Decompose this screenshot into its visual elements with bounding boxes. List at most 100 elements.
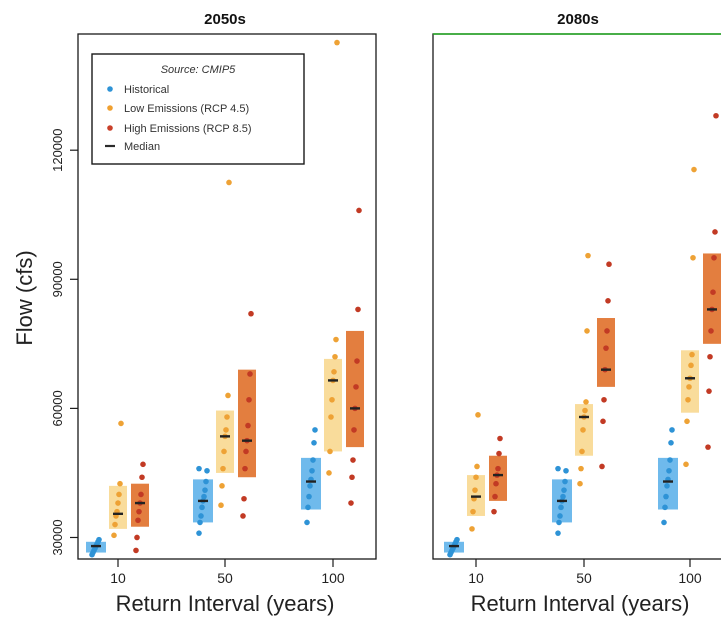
low-emissions-point	[329, 396, 335, 403]
high-emissions-point	[135, 517, 141, 524]
low-emissions-box	[216, 410, 234, 473]
low-emissions-point	[116, 491, 122, 498]
high-emissions-point	[707, 353, 713, 360]
low-emissions-point	[583, 399, 589, 405]
low-emissions-point	[472, 487, 478, 493]
high-emissions-point	[492, 493, 498, 500]
historical-point	[555, 465, 561, 472]
low-emissions-point	[689, 351, 695, 358]
y-axis: 30000 60000 90000 120000	[50, 128, 78, 556]
low-emissions-point	[686, 384, 692, 390]
historical-point	[309, 467, 315, 474]
low-emissions-point	[474, 463, 480, 470]
historical-point	[454, 536, 460, 543]
high-emissions-point	[245, 422, 251, 429]
low-emissions-point	[470, 508, 476, 515]
high-emissions-point	[600, 418, 606, 425]
low-emissions-point	[221, 448, 227, 455]
high-emissions-point	[497, 435, 503, 442]
historical-point	[662, 504, 668, 511]
high-emissions-point	[706, 388, 712, 394]
high-emissions-point	[355, 306, 361, 313]
plot-frame	[77, 33, 377, 560]
low-emissions-point	[111, 532, 117, 539]
low-emissions-point	[219, 483, 225, 489]
high-emissions-point	[606, 261, 612, 268]
low-emissions-point	[582, 407, 588, 414]
high-emissions-point	[710, 289, 716, 295]
historical-point	[96, 536, 102, 543]
high-emissions-point	[496, 450, 502, 457]
low-emissions-point	[218, 502, 224, 509]
low-emissions-point	[332, 353, 338, 360]
historical-point	[561, 487, 567, 493]
legend-marker-high-emissions	[107, 125, 113, 131]
low-emissions-point	[223, 427, 229, 433]
low-emissions-point	[585, 252, 591, 259]
x-tick-label: 50	[217, 570, 233, 586]
high-emissions-point	[604, 328, 610, 334]
historical-point	[668, 440, 674, 446]
high-emissions-point	[491, 508, 497, 515]
plot-marks	[444, 112, 721, 558]
low-emissions-point	[224, 414, 230, 420]
historical-point	[667, 457, 673, 463]
historical-point	[197, 519, 203, 526]
high-emissions-point	[348, 500, 354, 506]
high-emissions-point	[133, 547, 139, 554]
legend: Source: CMIP5 Historical Low Emissions (…	[91, 53, 305, 165]
high-emissions-point	[349, 474, 355, 481]
low-emissions-point	[326, 470, 332, 476]
high-emissions-point	[601, 396, 607, 403]
panel-title: 2050s	[204, 11, 246, 28]
high-emissions-point	[353, 384, 359, 390]
historical-point	[555, 530, 561, 536]
historical-point	[305, 504, 311, 511]
legend-box	[91, 53, 305, 165]
historical-point	[306, 493, 312, 500]
legend-label: Median	[124, 141, 160, 153]
y-axis-label: Flow (cfs)	[12, 250, 37, 345]
high-emissions-point	[356, 207, 362, 214]
low-emissions-point	[112, 521, 118, 528]
legend-label: Low Emissions (RCP 4.5)	[124, 103, 249, 115]
panel-2080s: 2080s 10 50 100 Return Interval (years)	[432, 11, 721, 616]
high-emissions-point	[246, 396, 252, 403]
x-axis-label: Return Interval (years)	[116, 591, 335, 616]
high-emissions-point	[136, 508, 142, 515]
historical-point	[196, 530, 202, 536]
low-emissions-point	[579, 448, 585, 455]
historical-point	[312, 427, 318, 433]
historical-point	[310, 457, 316, 463]
high-emissions-box	[489, 455, 507, 501]
high-emissions-point	[708, 328, 714, 334]
high-emissions-point	[495, 465, 501, 472]
x-axis: 10 50 100	[110, 559, 345, 586]
high-emissions-point	[713, 112, 719, 119]
x-tick-label: 10	[468, 570, 484, 586]
legend-marker-low-emissions	[107, 105, 113, 111]
low-emissions-point	[331, 369, 337, 375]
x-tick-label: 100	[678, 570, 702, 586]
legend-title: Source: CMIP5	[161, 64, 236, 76]
historical-point	[311, 440, 317, 446]
high-emissions-point	[605, 298, 611, 304]
high-emissions-point	[139, 474, 145, 481]
historical-point	[560, 493, 566, 500]
y-tick-label: 60000	[50, 390, 65, 426]
x-tick-label: 10	[110, 570, 126, 586]
x-axis-label: Return Interval (years)	[471, 591, 690, 616]
low-emissions-point	[225, 392, 231, 399]
low-emissions-point	[685, 396, 691, 403]
low-emissions-point	[328, 414, 334, 420]
low-emissions-point	[334, 39, 340, 46]
historical-point	[556, 519, 562, 526]
low-emissions-point	[584, 328, 590, 334]
historical-point	[557, 513, 563, 519]
y-tick-label: 30000	[50, 519, 65, 555]
historical-point	[562, 478, 568, 485]
high-emissions-point	[493, 480, 499, 487]
low-emissions-point	[691, 166, 697, 173]
low-emissions-point	[580, 427, 586, 433]
high-emissions-point	[351, 427, 357, 433]
